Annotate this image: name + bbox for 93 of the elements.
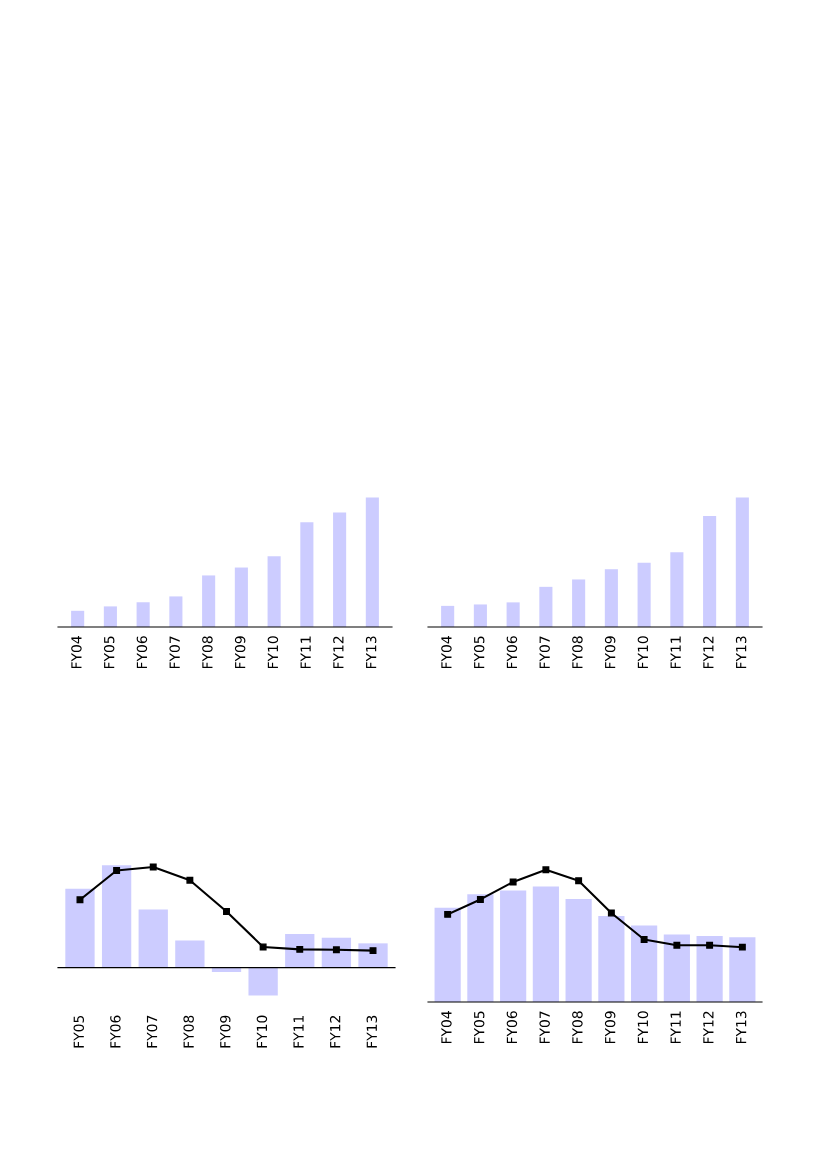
bar — [202, 575, 216, 627]
x-tick-label: FY10 — [637, 636, 649, 669]
bar — [365, 497, 379, 627]
x-tick-label: FY13 — [735, 1011, 747, 1044]
bar — [572, 579, 586, 627]
x-tick-label: FY12 — [329, 1016, 341, 1048]
x-tick-label: FY10 — [267, 636, 279, 669]
bar — [532, 886, 559, 1002]
bar — [565, 899, 592, 1002]
bar — [234, 567, 248, 627]
x-tick-label: FY09 — [604, 636, 616, 669]
x-tick-label: FY13 — [366, 1015, 378, 1048]
x-tick-label: FY09 — [220, 1015, 231, 1048]
bar — [506, 602, 520, 627]
bar — [631, 925, 658, 1002]
bar — [735, 497, 749, 627]
bar — [703, 516, 717, 627]
x-tick-label: FY13 — [735, 636, 747, 669]
bar — [248, 967, 278, 996]
bar — [358, 943, 388, 968]
bar — [136, 602, 150, 627]
x-tick-label: FY04 — [441, 636, 452, 669]
point — [706, 941, 714, 949]
x-tick-label: FY12 — [333, 636, 344, 669]
x-tick-label: FY12 — [703, 1011, 714, 1044]
point — [186, 876, 194, 884]
x-tick-label: FY06 — [136, 636, 148, 669]
x-tick-label: FY04 — [71, 636, 82, 669]
point — [542, 866, 550, 874]
bar — [670, 552, 684, 627]
point — [76, 896, 84, 904]
bar — [101, 865, 132, 968]
point — [575, 877, 583, 885]
bar — [663, 934, 690, 1002]
point — [444, 910, 452, 918]
bar — [267, 556, 281, 627]
bar — [598, 916, 625, 1002]
x-tick-label: FY08 — [572, 636, 583, 669]
x-tick-label: FY06 — [506, 1011, 518, 1044]
x-tick-label: FY07 — [169, 636, 180, 669]
x-tick-label: FY05 — [473, 636, 485, 669]
bar — [71, 610, 85, 627]
bar — [175, 940, 205, 968]
bar — [467, 894, 494, 1002]
x-tick-label: FY09 — [604, 1011, 616, 1044]
bar — [434, 907, 461, 1002]
x-tick-label: FY10 — [637, 1011, 649, 1044]
x-tick-label: FY13 — [365, 636, 377, 669]
x-tick-label: FY11 — [293, 1015, 304, 1048]
x-tick-label: FY05 — [473, 1011, 485, 1044]
x-tick-label: FY04 — [441, 1011, 452, 1044]
point — [476, 895, 484, 903]
bar — [211, 967, 242, 972]
x-tick-label: FY06 — [506, 636, 518, 669]
x-tick-label: FY05 — [73, 1015, 85, 1048]
x-tick-label: FY11 — [300, 636, 311, 669]
point — [509, 878, 517, 886]
x-tick-label: FY07 — [146, 1015, 158, 1048]
point — [738, 943, 746, 951]
point — [259, 943, 267, 951]
point — [607, 909, 615, 917]
bar — [169, 596, 183, 627]
bar — [138, 909, 168, 968]
point — [223, 907, 230, 915]
bar — [637, 562, 651, 627]
x-tick-label: FY11 — [670, 636, 681, 669]
x-tick-label: FY08 — [572, 1011, 583, 1044]
x-tick-label: FY05 — [103, 636, 115, 669]
bar — [539, 586, 553, 627]
bar — [604, 569, 618, 627]
point — [113, 867, 121, 875]
bar — [65, 888, 95, 968]
x-tick-label: FY08 — [202, 636, 213, 669]
bar — [500, 890, 527, 1002]
bar — [729, 937, 756, 1002]
point — [149, 863, 157, 871]
bar — [103, 606, 117, 627]
x-tick-label: FY09 — [234, 636, 246, 669]
x-tick-label: FY12 — [703, 636, 714, 669]
x-tick-label: FY08 — [183, 1015, 194, 1048]
bar — [333, 512, 347, 627]
x-tick-label: FY07 — [539, 1011, 550, 1044]
x-tick-label: FY07 — [539, 636, 550, 669]
point — [296, 945, 304, 953]
x-tick-label: FY06 — [110, 1015, 121, 1048]
point — [673, 941, 681, 949]
x-tick-label: FY10 — [256, 1015, 268, 1048]
bar — [473, 604, 487, 627]
point — [640, 936, 648, 943]
bar — [441, 605, 455, 627]
bar — [300, 522, 314, 627]
bar — [696, 935, 723, 1002]
x-tick-label: FY11 — [670, 1011, 681, 1044]
